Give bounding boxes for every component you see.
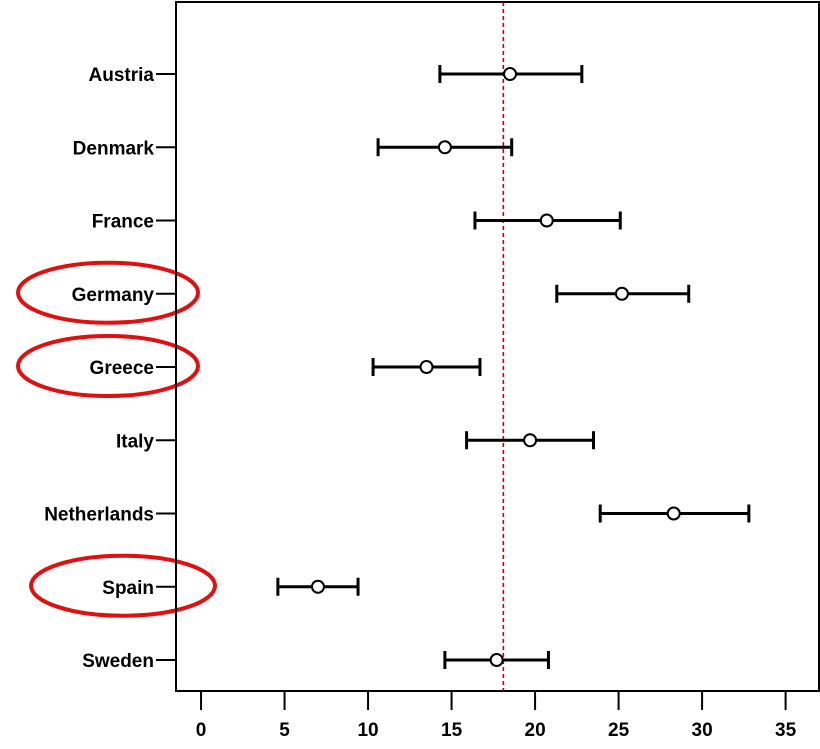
- point-estimate-denmark: [437, 140, 452, 155]
- x-tick-label-20: 20: [525, 720, 546, 741]
- error-bars: [276, 65, 751, 669]
- x-tick-label-5: 5: [279, 720, 290, 741]
- point-estimate-netherlands: [666, 506, 681, 521]
- x-tick-label-25: 25: [608, 720, 630, 741]
- point-estimate-italy: [523, 433, 538, 448]
- category-label-netherlands: Netherlands: [44, 505, 154, 526]
- category-label-denmark: Denmark: [73, 138, 155, 159]
- category-label-spain: Spain: [102, 578, 154, 599]
- plot-area-frame: [175, 1, 820, 692]
- x-axis: 0 5 10 15 20 25 30 35: [196, 691, 797, 741]
- highlight-ellipse-germany: [16, 260, 200, 325]
- point-estimate-germany: [614, 286, 629, 301]
- x-tick-label-0: 0: [196, 720, 207, 741]
- point-estimate-france: [539, 213, 554, 228]
- x-tick-label-35: 35: [775, 720, 797, 741]
- category-label-germany: Germany: [72, 285, 155, 306]
- category-label-greece: Greece: [90, 358, 154, 379]
- category-label-austria: Austria: [89, 65, 155, 86]
- x-tick-label-30: 30: [692, 720, 713, 741]
- x-tick-label-15: 15: [441, 720, 463, 741]
- point-estimate-austria: [503, 67, 518, 81]
- point-estimate-sweden: [489, 653, 504, 667]
- highlight-ellipses: [16, 260, 217, 618]
- point-estimate-greece: [419, 360, 434, 374]
- highlight-ellipse-greece: [16, 334, 200, 398]
- point-estimate-spain: [310, 579, 325, 594]
- highlight-ellipse-spain: [29, 553, 217, 618]
- category-label-italy: Italy: [116, 431, 154, 452]
- x-tick-label-10: 10: [357, 720, 378, 741]
- category-label-sweden: Sweden: [82, 651, 154, 672]
- y-axis: Austria Denmark France Germany Greece Italy Ne…: [44, 65, 176, 672]
- category-label-france: France: [92, 212, 154, 233]
